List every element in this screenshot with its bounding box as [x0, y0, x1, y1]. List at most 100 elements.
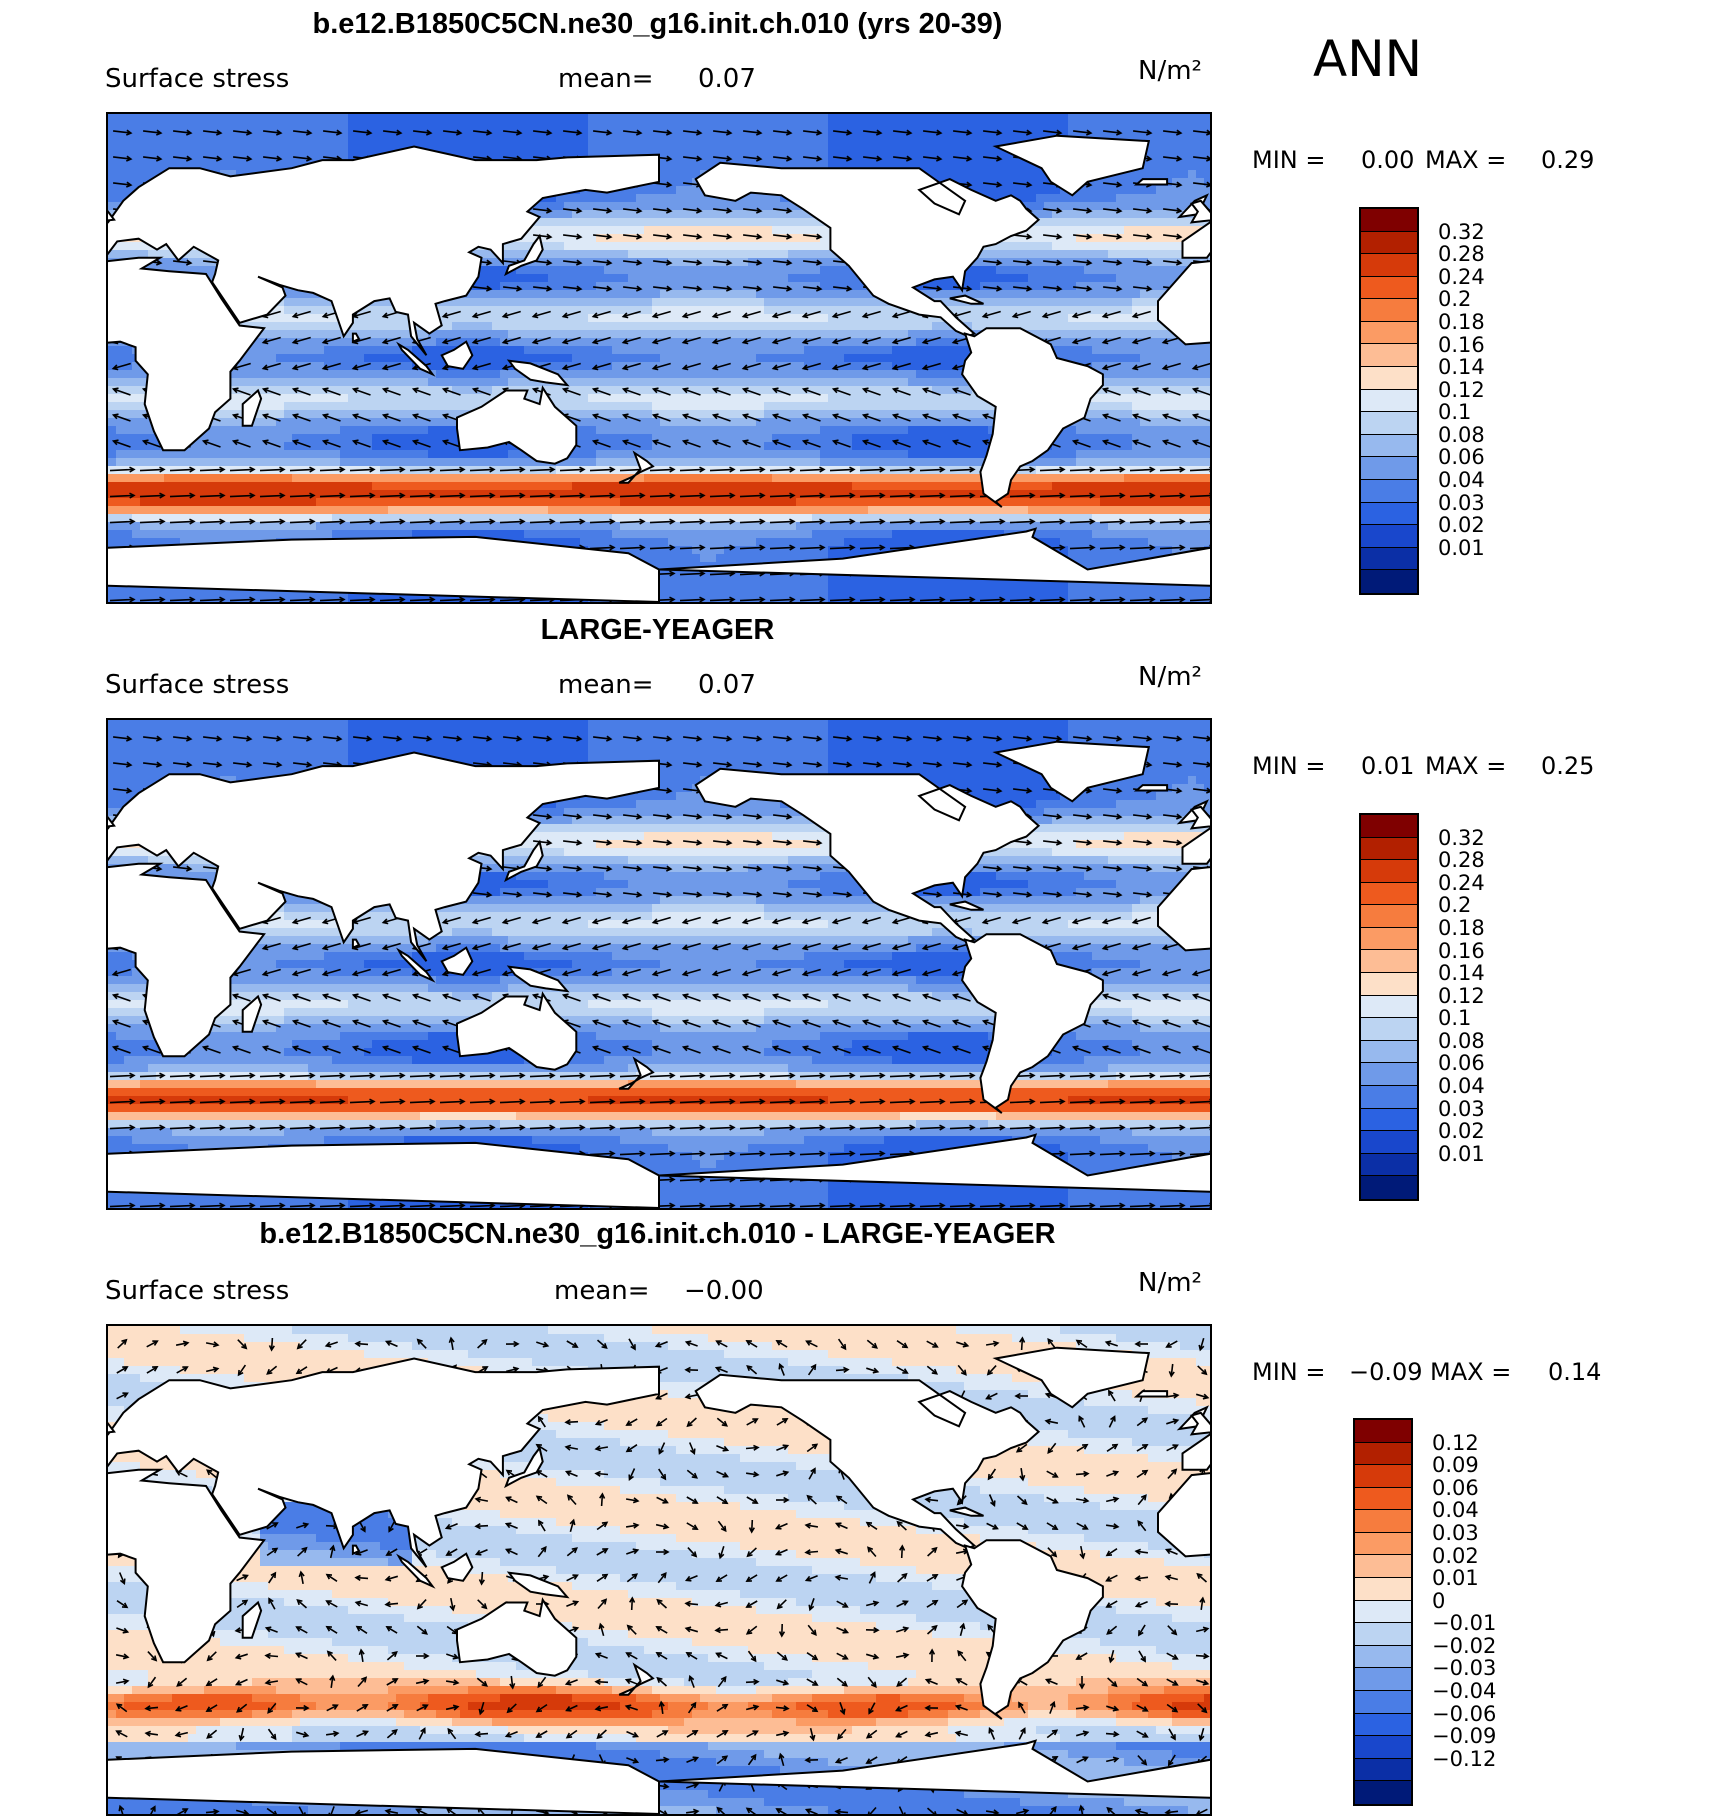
coastline	[440, 340, 474, 370]
coastline	[961, 933, 1104, 1114]
colorbar-swatch	[1361, 1176, 1417, 1199]
coastline	[506, 965, 570, 993]
season-label: ANN	[1313, 30, 1422, 88]
colorbar-swatch	[1355, 1781, 1411, 1804]
coastline	[1181, 826, 1210, 865]
colorbar-tick-label: 0.02	[1438, 1119, 1485, 1143]
coastline	[241, 388, 263, 427]
panel-2-units: N/m²	[1138, 662, 1202, 692]
panel-3-variable: Surface stress	[105, 1276, 289, 1306]
panel-3-title: b.e12.B1850C5CN.ne30_g16.init.ch.010 - L…	[105, 1218, 1210, 1251]
colorbar-swatch	[1361, 276, 1417, 300]
panel-2-min-value: 0.01	[1361, 752, 1414, 780]
colorbar-tick-label: 0.04	[1432, 1498, 1479, 1522]
coastline	[440, 1552, 474, 1582]
coastline	[949, 1506, 984, 1517]
colorbar-tick-label: 0.06	[1438, 1051, 1485, 1075]
coastline	[456, 385, 578, 465]
panel-3-min-value: −0.09	[1349, 1358, 1423, 1386]
colorbar-swatch	[1361, 231, 1417, 255]
colorbar-tick-label: 0.2	[1438, 893, 1471, 917]
panel-3-map	[106, 1324, 1212, 1816]
coastline	[1189, 805, 1210, 830]
colorbar-swatch	[1361, 299, 1417, 322]
panel-2-map	[106, 718, 1212, 1210]
colorbar-tick-label: −0.09	[1432, 1724, 1496, 1748]
colorbar-swatch	[1361, 434, 1417, 458]
panel-3-mean-value: −0.00	[684, 1276, 764, 1306]
colorbar-swatch	[1361, 1108, 1417, 1132]
coastline	[504, 1445, 544, 1489]
coastline	[440, 946, 474, 976]
coastline	[992, 740, 1151, 803]
panel-3-max-value: 0.14	[1548, 1358, 1601, 1386]
coastline	[694, 1373, 1041, 1550]
coastline	[108, 256, 266, 452]
colorbar-tick-label: 0.1	[1438, 1006, 1471, 1030]
coastline	[1133, 784, 1169, 792]
colorbar-swatch	[1355, 1736, 1411, 1759]
colorbar-tick-label: 0.04	[1438, 468, 1485, 492]
coastline	[108, 816, 116, 828]
colorbar-tick-label: −0.12	[1432, 1747, 1496, 1771]
colorbar-swatch	[1361, 1131, 1417, 1154]
coastline	[108, 1141, 660, 1208]
coastline	[1157, 866, 1210, 952]
colorbar-swatch	[1361, 367, 1417, 390]
coastline	[1189, 1411, 1210, 1436]
colorbar-swatch	[1355, 1510, 1411, 1533]
coastline	[504, 233, 544, 277]
panel-1-mean-value: 0.07	[698, 64, 756, 94]
panel-1-max-value: 0.29	[1541, 146, 1594, 174]
colorbar-tick-label: −0.02	[1432, 1634, 1496, 1658]
coastline	[456, 1597, 578, 1677]
colorbar-swatch	[1355, 1645, 1411, 1669]
coastline	[504, 839, 544, 883]
colorbar-tick-label: 0.03	[1432, 1521, 1479, 1545]
coastline	[108, 1357, 660, 1568]
coastline	[1157, 1472, 1210, 1558]
colorbar-tick-label: 0.09	[1432, 1453, 1479, 1477]
panel-1-mean-label: mean=	[558, 64, 654, 94]
colorbar-swatch	[1361, 905, 1417, 928]
colorbar-swatch	[1355, 1532, 1411, 1556]
panel-1-max-label: MAX =	[1425, 146, 1506, 174]
coastline	[1133, 178, 1169, 186]
coastline	[618, 450, 655, 484]
coastline	[241, 1600, 263, 1639]
colorbar-tick-label: 0.14	[1438, 961, 1485, 985]
panel-2-max-value: 0.25	[1541, 752, 1594, 780]
colorbar-swatch	[1355, 1442, 1411, 1466]
colorbar-swatch	[1361, 209, 1417, 232]
panel-3-max-label: MAX =	[1430, 1358, 1511, 1386]
panel-1-map	[106, 112, 1212, 604]
coastline	[658, 1133, 1210, 1193]
coastline	[108, 210, 116, 222]
colorbar-swatch	[1361, 344, 1417, 368]
coastline	[396, 341, 436, 377]
colorbar-tick-label: 0.28	[1438, 242, 1485, 266]
colorbar-tick-label: −0.06	[1432, 1702, 1496, 1726]
coastline	[351, 332, 361, 344]
colorbar-tick-label: −0.03	[1432, 1656, 1496, 1680]
colorbar-swatch	[1355, 1690, 1411, 1714]
panel-1-min-value: 0.00	[1361, 146, 1414, 174]
panel-3-min-label: MIN =	[1252, 1358, 1325, 1386]
colorbar-tick-label: 0.12	[1438, 984, 1485, 1008]
coastline	[108, 1422, 116, 1434]
colorbar-tick-label: 0.03	[1438, 491, 1485, 515]
coastline	[108, 862, 266, 1058]
coastline	[658, 527, 1210, 587]
panel-1-colorbar	[1359, 207, 1419, 595]
coastline	[618, 1662, 655, 1696]
panel-1-title: b.e12.B1850C5CN.ne30_g16.init.ch.010 (yr…	[105, 8, 1210, 41]
panel-2-mean-value: 0.07	[698, 670, 756, 700]
panel-2-variable: Surface stress	[105, 670, 289, 700]
panel-3-colorbar	[1353, 1418, 1413, 1806]
colorbar-swatch	[1361, 525, 1417, 548]
coastline	[108, 1747, 660, 1814]
colorbar-swatch	[1361, 389, 1417, 413]
colorbar-swatch	[1355, 1578, 1411, 1601]
colorbar-swatch	[1355, 1487, 1411, 1511]
coastline	[351, 938, 361, 950]
